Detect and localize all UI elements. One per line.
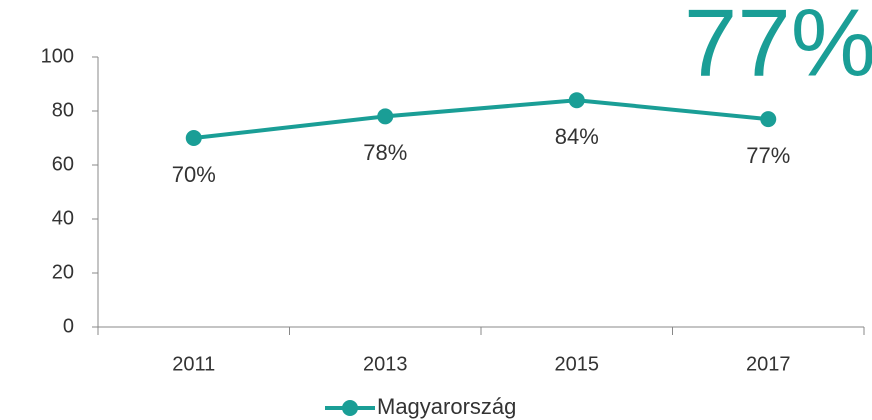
data-label: 77% <box>746 143 790 168</box>
y-tick-label: 100 <box>41 45 74 67</box>
x-tick-label: 2017 <box>746 353 791 375</box>
x-tick-label: 2011 <box>172 353 215 375</box>
data-label: 84% <box>555 124 599 149</box>
legend-marker <box>342 400 358 416</box>
y-tick-label: 0 <box>63 315 74 337</box>
point <box>760 111 777 128</box>
x-tick-label: 2013 <box>363 353 408 375</box>
point <box>377 108 394 125</box>
line <box>193 98 769 140</box>
data-label: 78% <box>363 140 407 165</box>
y-tick-label: 40 <box>52 207 74 229</box>
y-tick-label: 80 <box>52 99 74 121</box>
point <box>185 130 202 146</box>
annotation: 77% <box>684 0 872 96</box>
x-tick-label: 2015 <box>555 353 600 375</box>
y-tick-label: 20 <box>52 261 74 283</box>
point <box>568 92 585 109</box>
legend-label: Magyarország <box>377 394 516 419</box>
data-label: 70% <box>172 162 216 187</box>
y-tick-label: 60 <box>52 153 74 175</box>
